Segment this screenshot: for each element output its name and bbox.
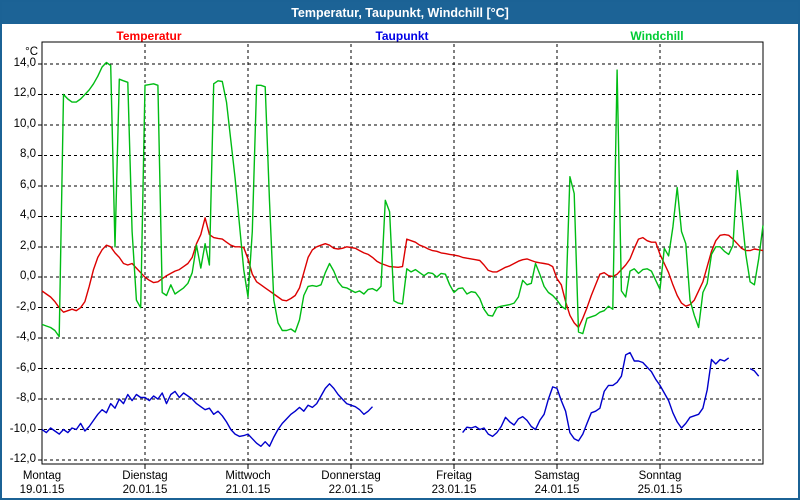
day-date: 22.01.15 bbox=[328, 484, 374, 496]
day-date: 20.01.15 bbox=[122, 484, 168, 496]
day-name: Samstag bbox=[534, 470, 580, 482]
taupunkt-series-line bbox=[749, 367, 760, 377]
x-day-label-freitag: Freitag 23.01.15 bbox=[399, 470, 509, 496]
y-tick-label: 6,0 bbox=[20, 178, 36, 191]
x-day-label-montag: Montag 19.01.15 bbox=[2, 470, 97, 496]
y-tick-label: -12,0 bbox=[9, 452, 36, 465]
day-name: Sonntag bbox=[638, 470, 682, 482]
y-tick-label: 2,0 bbox=[20, 239, 36, 252]
plot-frame bbox=[41, 41, 764, 465]
x-day-label-sonntag: Sonntag 25.01.15 bbox=[605, 470, 715, 496]
x-day-label-mittwoch: Mittwoch 21.01.15 bbox=[193, 470, 303, 496]
y-axis-unit-label: °C bbox=[25, 46, 38, 58]
legend-label-windchill: Windchill bbox=[630, 29, 684, 43]
day-name: Dienstag bbox=[122, 470, 168, 482]
chart-plot-area bbox=[38, 41, 764, 469]
day-date: 25.01.15 bbox=[637, 484, 683, 496]
y-tick-label: -2,0 bbox=[16, 300, 36, 313]
chart-title-bar: Temperatur, Taupunkt, Windchill [°C] bbox=[2, 2, 798, 24]
x-day-label-dienstag: Dienstag 20.01.15 bbox=[90, 470, 200, 496]
y-tick-label: 14,0 bbox=[13, 57, 36, 69]
x-day-label-samstag: Samstag 24.01.15 bbox=[502, 470, 612, 496]
day-name: Donnerstag bbox=[321, 470, 381, 482]
y-tick-label: -10,0 bbox=[9, 422, 36, 435]
legend-label-taupunkt: Taupunkt bbox=[375, 29, 429, 43]
day-date: 21.01.15 bbox=[225, 484, 271, 496]
chart-title: Temperatur, Taupunkt, Windchill [°C] bbox=[291, 6, 509, 20]
windchill-series-line bbox=[41, 61, 764, 338]
taupunkt-series-line bbox=[41, 383, 374, 447]
y-tick-label: -4,0 bbox=[16, 331, 36, 344]
y-tick-label: 0,0 bbox=[20, 270, 36, 283]
day-name: Freitag bbox=[436, 470, 472, 482]
y-tick-label: 8,0 bbox=[20, 148, 36, 161]
taupunkt-series-line bbox=[462, 351, 730, 442]
day-date: 24.01.15 bbox=[534, 484, 580, 496]
y-tick-label: 4,0 bbox=[20, 209, 36, 222]
y-tick-label: 12,0 bbox=[13, 87, 36, 100]
legend-label-temperatur: Temperatur bbox=[116, 29, 182, 43]
day-name: Montag bbox=[22, 470, 62, 482]
y-tick-label: -8,0 bbox=[16, 392, 36, 405]
day-date: 19.01.15 bbox=[19, 484, 65, 496]
y-tick-label: 10,0 bbox=[13, 117, 36, 130]
x-day-label-donnerstag: Donnerstag 22.01.15 bbox=[296, 470, 406, 496]
temperatur-series-line bbox=[41, 217, 764, 329]
day-date: 23.01.15 bbox=[431, 484, 477, 496]
day-name: Mittwoch bbox=[225, 470, 271, 482]
y-tick-label: -6,0 bbox=[16, 361, 36, 374]
